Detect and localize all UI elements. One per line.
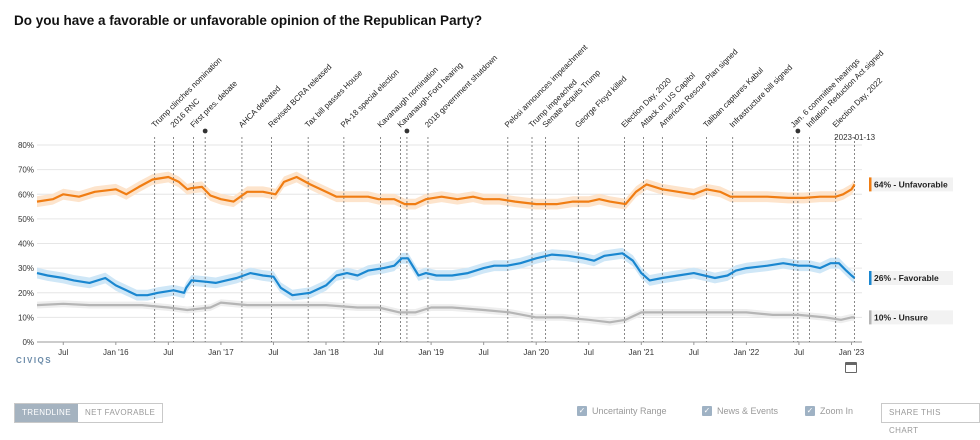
x-tick-label: Jul — [163, 348, 173, 357]
end-label-swatch — [869, 177, 872, 192]
x-tick-label: Jan '22 — [734, 348, 760, 357]
y-tick-label: 80% — [18, 141, 34, 150]
tab-net-favorable[interactable]: NET FAVORABLE — [77, 404, 163, 422]
axis-labels: 0% 10% 20% 30% 40% 50% 60% 70% 80% Jul Jan '16 Jul J… — [18, 133, 876, 357]
checkbox-checked-icon: ✓ — [702, 406, 712, 416]
end-label-box — [869, 270, 953, 285]
view-toggle: TRENDLINE NET FAVORABLE — [14, 403, 164, 423]
event-dot — [404, 128, 410, 134]
checkbox-checked-icon: ✓ — [577, 406, 587, 416]
y-tick-label: 40% — [18, 240, 34, 249]
x-tick-label: Jan '18 — [313, 348, 339, 357]
uncertainty-band-unfavorable — [37, 171, 855, 210]
x-tick-label: Jan '16 — [103, 348, 129, 357]
x-tick-label: Jul — [584, 348, 594, 357]
y-tick-label: 10% — [18, 313, 34, 322]
y-tick-label: 60% — [18, 190, 34, 199]
x-tick-label: Jan '23 — [839, 348, 865, 357]
x-tick-label: Jul — [268, 348, 278, 357]
end-label-box — [869, 177, 953, 192]
y-tick-label: 20% — [18, 289, 34, 298]
x-tick-label: Jul — [479, 348, 489, 357]
x-tick-label: Jul — [58, 348, 68, 357]
x-tick-label: Jan '20 — [523, 348, 549, 357]
end-label-box — [869, 310, 953, 325]
end-label-swatch — [869, 270, 872, 285]
option-label: Uncertainty Range — [592, 406, 667, 416]
x-tick-label: Jan '17 — [208, 348, 234, 357]
event-label: Jan. 6 committee hearings — [789, 57, 862, 130]
y-tick-label: 30% — [18, 264, 34, 273]
chart-title: Do you have a favorable or unfavorable o… — [14, 13, 483, 28]
series-line-unsure — [36, 301, 855, 324]
event-label: Trump clinches nomination — [150, 56, 224, 130]
tab-trendline[interactable]: TRENDLINE — [15, 404, 78, 422]
checkbox-checked-icon: ✓ — [805, 406, 815, 416]
uncertainty-band-unsure — [37, 299, 855, 326]
series-line-unfavorable — [36, 175, 856, 206]
uncertainty-range-toggle[interactable]: ✓ Uncertainty Range — [577, 406, 667, 416]
uncertainty-band-favorable — [37, 247, 855, 301]
news-events-toggle[interactable]: ✓ News & Events — [702, 406, 778, 416]
share-chart-button[interactable]: SHARE THIS CHART — [881, 403, 980, 435]
x-tick-label: Jan '19 — [418, 348, 444, 357]
end-label-unfavorable: 64% - Unfavorable — [874, 179, 948, 189]
brand-logo: CIVIQS — [16, 356, 53, 365]
x-tick-label: Jul — [373, 348, 383, 357]
x-tick-label: Jan '21 — [629, 348, 655, 357]
x-tick-label: Jul — [689, 348, 699, 357]
series-line-favorable — [36, 252, 856, 297]
uncertainty-bands — [37, 171, 855, 326]
end-label-swatch — [869, 310, 872, 325]
option-label: Zoom In — [820, 406, 854, 416]
y-tick-label: 50% — [18, 215, 34, 224]
zoom-in-toggle[interactable]: ✓ Zoom In — [805, 406, 853, 416]
y-tick-label: 0% — [22, 338, 34, 347]
end-label-favorable: 26% - Favorable — [874, 273, 939, 283]
event-dot — [202, 128, 208, 134]
date-label: 2023-01-13 — [834, 133, 875, 142]
event-label: American Rescue Plan signed — [657, 47, 739, 129]
series-lines — [36, 175, 856, 324]
event-dot — [795, 128, 801, 134]
x-tick-label: Jul — [794, 348, 804, 357]
end-labels: 64% - Unfavorable 26% - Favorable 10% - Un… — [869, 177, 953, 325]
y-tick-label: 70% — [18, 166, 34, 175]
option-label: News & Events — [717, 406, 779, 416]
calendar-icon[interactable] — [845, 362, 857, 373]
end-label-unsure: 10% - Unsure — [874, 312, 928, 322]
